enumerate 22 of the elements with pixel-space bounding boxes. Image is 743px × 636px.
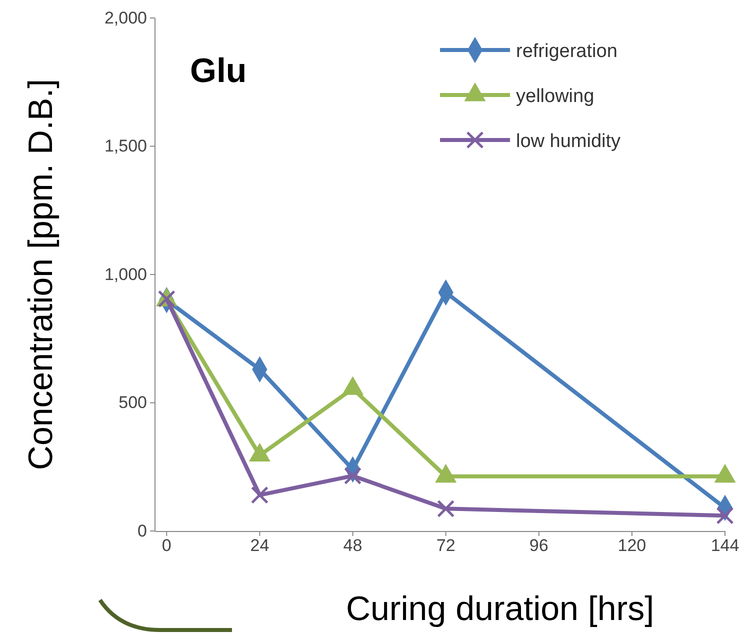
point xyxy=(250,486,268,504)
x-tick-label: 96 xyxy=(529,536,548,556)
x-tick-label: 24 xyxy=(250,536,270,556)
point xyxy=(437,500,455,518)
legend-label: yellowing xyxy=(516,86,594,107)
x-tick-label: 48 xyxy=(343,536,362,556)
x-tick-label: 0 xyxy=(162,536,172,556)
legend-label: refrigeration xyxy=(516,41,618,62)
x-axis-title: Curing duration [hrs] xyxy=(346,590,654,628)
point xyxy=(344,467,362,485)
x-tick-label: 144 xyxy=(710,536,740,556)
x-tick-label: 120 xyxy=(618,536,646,556)
point xyxy=(716,506,734,524)
y-tick-label: 500 xyxy=(118,393,147,412)
y-tick-label: 1,000 xyxy=(104,264,147,284)
y-axis-title: Concentration [ppm. D.B.] xyxy=(22,78,60,470)
y-tick-label: 0 xyxy=(138,521,147,540)
x-tick-label: 72 xyxy=(436,536,456,556)
text: Glu xyxy=(190,52,247,90)
y-tick-label: 1,500 xyxy=(104,136,147,156)
legend-label: low humidity xyxy=(516,131,622,152)
y-tick-label: 2,000 xyxy=(104,8,147,28)
